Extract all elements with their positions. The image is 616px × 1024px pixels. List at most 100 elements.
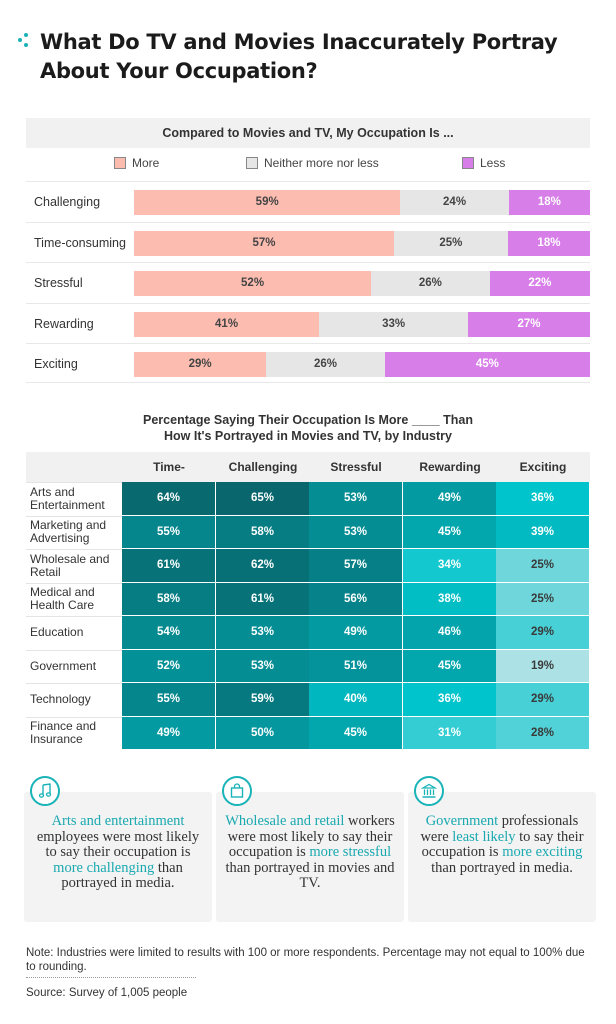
bar-segment-more: 29% — [134, 352, 267, 377]
heatmap-row-divider — [26, 482, 122, 483]
page-title: What Do TV and Movies Inaccurately Portr… — [40, 30, 558, 83]
heatmap-row-label: Technology — [30, 692, 91, 707]
body-text: than portrayed in media. — [61, 859, 183, 891]
body-text: employees were most likely to say their … — [36, 828, 200, 860]
chart1-bar: 41% 33% 27% — [134, 311, 590, 337]
heatmap-cell: 29% — [496, 616, 589, 649]
bar-segment-neither: 26% — [371, 271, 490, 296]
heatmap-row-label: Education — [30, 625, 84, 640]
heatmap-row-divider — [26, 649, 122, 651]
heatmap-cell: 45% — [309, 716, 402, 749]
heatmap-row-label: Arts and Entertainment — [30, 484, 105, 512]
heatmap-cell: 53% — [309, 482, 402, 515]
heatmap-cell: 38% — [403, 582, 496, 615]
highlight-text: more stressful — [309, 844, 392, 860]
chart1-row: Challenging 59% 24% 18% — [26, 181, 590, 221]
bar-segment-less: 18% — [508, 190, 590, 215]
bar-segment-less: 18% — [507, 230, 590, 256]
bar-segment-less: 27% — [468, 311, 590, 337]
heatmap-cell: 61% — [122, 549, 215, 582]
insight-card: Government professionals were least like… — [408, 776, 596, 922]
heatmap-row-label: Medical and Health Care — [30, 585, 95, 613]
bar-segment-less: 45% — [384, 352, 590, 377]
highlight-text: Wholesale and retail — [225, 813, 345, 829]
bar-segment-more: 57% — [134, 230, 394, 256]
heatmap-cell: 25% — [496, 549, 589, 582]
heatmap-cell: 53% — [216, 649, 309, 682]
legend-swatch-less — [462, 157, 474, 169]
heatmap-column-header: Time-consuming — [137, 460, 201, 504]
chart1-legend: More Neither more nor less Less — [0, 156, 616, 174]
bar-segment-more: 52% — [134, 271, 372, 296]
highlight-text: Government — [425, 813, 499, 829]
highlight-text: Arts and entertainment — [51, 813, 185, 829]
heatmap-cell: 56% — [309, 582, 402, 615]
insight-card: Arts and entertainment employees were mo… — [24, 776, 212, 922]
heatmap-cell: 50% — [216, 716, 309, 749]
heatmap-cell: 49% — [403, 482, 496, 515]
music-note-icon — [30, 776, 60, 806]
heatmap-column-header: Challenging — [228, 460, 298, 474]
legend-label-neither: Neither more nor less — [264, 156, 379, 170]
chart1-bar: 52% 26% 22% — [134, 271, 590, 296]
heatmap-column-header: Exciting — [519, 460, 567, 474]
legend-swatch-neither — [246, 157, 258, 169]
chart2-title: Percentage Saying Their Occupation Is Mo… — [26, 412, 590, 444]
heatmap-row-divider — [26, 582, 122, 584]
bar-segment-less: 22% — [489, 271, 590, 296]
insight-card-text: Wholesale and retail workers were most l… — [224, 813, 396, 892]
heatmap-cell: 31% — [403, 716, 496, 749]
heatmap-cell: 49% — [122, 716, 215, 749]
chart1-category-label: Exciting — [34, 357, 78, 371]
chart1-category-label: Challenging — [34, 195, 101, 209]
heatmap-cell: 55% — [122, 515, 215, 548]
highlight-text: more challenging — [53, 859, 155, 876]
heatmap-cell: 58% — [216, 515, 309, 548]
heatmap-cell: 59% — [216, 683, 309, 716]
chart1-bar: 29% 26% 45% — [134, 352, 590, 377]
chart1-category-label: Time-consuming — [34, 235, 126, 250]
heatmap-cell: 40% — [309, 683, 402, 716]
heatmap-header-bg — [26, 452, 590, 482]
heatmap-row-label: Finance and Insurance — [30, 719, 97, 747]
heatmap-row-divider — [26, 616, 122, 617]
heatmap-cell: 49% — [309, 616, 402, 649]
body-text: professionals were — [420, 813, 579, 845]
chart1-bar: 57% 25% 18% — [134, 230, 590, 256]
body-text: than portrayed in movies and TV. — [225, 859, 395, 891]
heatmap-row-divider — [26, 683, 122, 684]
legend-label-less: Less — [480, 156, 506, 170]
chart1-category-label: Rewarding — [34, 316, 94, 331]
chart2-title-line2: How It's Portrayed in Movies and TV, by … — [164, 429, 452, 443]
insight-card-text: Arts and entertainment employees were mo… — [32, 813, 204, 892]
heatmap-cell: 28% — [496, 716, 589, 749]
heatmap-cell: 65% — [216, 482, 309, 515]
legend-label-more: More — [132, 156, 160, 170]
heatmap-cell: 39% — [496, 515, 589, 548]
chart1-row: Rewarding 41% 33% 27% — [26, 302, 590, 343]
heatmap-cell: 54% — [122, 616, 215, 649]
legend-item-less: Less — [462, 156, 505, 170]
heatmap-cell: 46% — [403, 616, 496, 649]
heatmap-row-divider — [26, 515, 122, 517]
bar-segment-more: 59% — [134, 190, 401, 215]
heatmap-cell: 19% — [496, 649, 589, 682]
heatmap-column-header: Stressful — [330, 460, 382, 474]
heatmap-cell: 45% — [403, 515, 496, 548]
body-text: workers were most likely to say their oc… — [227, 813, 395, 860]
highlight-text: least likely — [452, 828, 516, 845]
body-text: to say their occupation is — [421, 828, 584, 860]
insight-card: Wholesale and retail workers were most l… — [216, 776, 404, 922]
heatmap-column-header: Rewarding — [419, 460, 481, 474]
heatmap-cell: 36% — [403, 683, 496, 716]
chart1-row: Exciting 29% 26% 45% — [26, 343, 590, 383]
heatmap-cell: 57% — [309, 549, 402, 582]
shopping-bag-icon — [222, 776, 252, 806]
bar-segment-neither: 26% — [266, 352, 385, 377]
heatmap-cell: 53% — [216, 616, 309, 649]
chart1-row: Time-consuming 57% 25% 18% — [26, 221, 590, 262]
legend-swatch-more — [114, 157, 126, 169]
heatmap-cell: 29% — [496, 683, 589, 716]
heatmap-cell: 25% — [496, 582, 589, 615]
heatmap-row-divider — [26, 549, 122, 550]
